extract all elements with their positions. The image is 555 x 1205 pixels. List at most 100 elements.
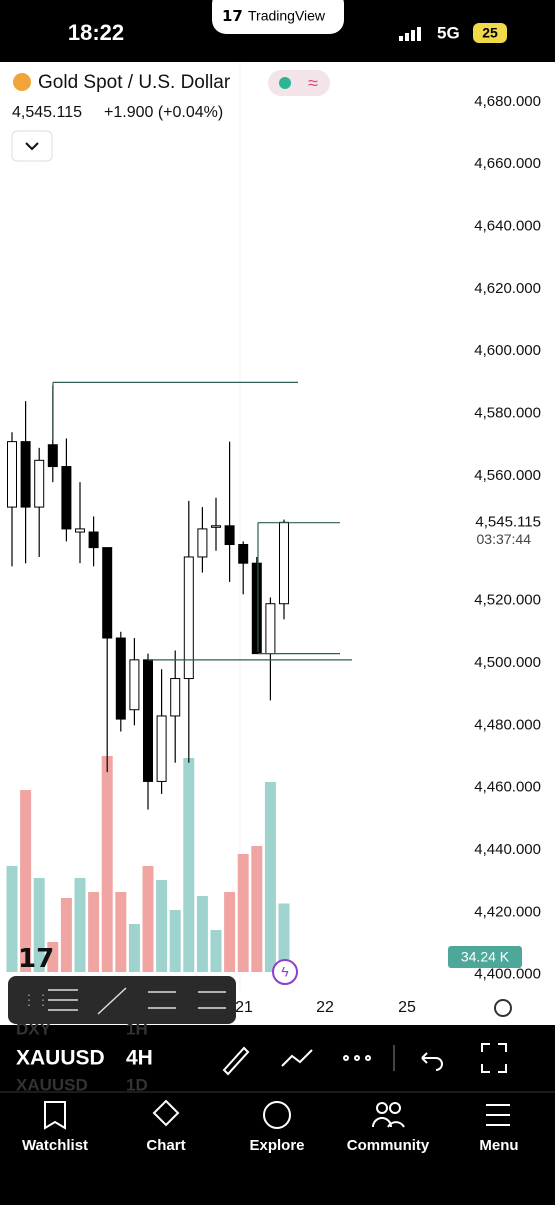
drawing-toolbar [8,976,236,1024]
volume-tag-label: 34.24 K [461,949,510,965]
price: 4,545.115 [12,104,82,121]
volume-bar [210,930,222,972]
volume-bar [128,924,140,972]
candle-body [47,444,58,468]
volume-bar [251,846,263,972]
volume-tag [448,946,522,968]
volume-bar [183,758,195,972]
brand-pill [212,0,344,34]
volume-bar [101,756,113,972]
nav-label[interactable]: Explore [249,1137,304,1154]
y-tick-label: 4,520.000 [474,592,541,609]
bolt: ϟ [281,964,289,980]
last-price-label: 4,545.115 [475,513,541,530]
wave-icon: ≈ [308,73,318,93]
candle-body [265,603,276,655]
candle-body [224,525,235,545]
x-tick-label: 25 [398,999,416,1016]
volume-bar [264,782,276,972]
plot [6,381,352,972]
candle-body [156,715,167,782]
candle-body [20,441,31,508]
settings-icon[interactable] [494,999,512,1017]
symbol-icon [13,73,31,91]
market-open [279,77,291,89]
hint-symbol: DXY [16,1019,52,1038]
candle-body [170,678,181,717]
network: 5G [437,23,460,42]
volume-bar [278,903,290,972]
volume-bar [60,898,72,972]
y-tick-label: 4,480.000 [474,716,541,733]
alert-icon[interactable] [272,959,298,985]
battery-level: 25 [482,25,498,41]
volume-bar [88,892,100,972]
candle-body [143,659,153,782]
volume-bar [6,866,18,972]
x-tick-label: 21 [235,999,253,1016]
symbol[interactable]: XAUUSD [16,1047,105,1070]
y-tick-label: 4,400.000 [474,966,541,983]
hint-interval: 1D [126,1075,148,1094]
candle-body [115,637,126,720]
volume-bar [115,892,127,972]
candle-body [279,521,289,605]
candle-body [211,525,221,528]
signal [399,27,421,41]
clock: 18:22 [68,20,124,45]
hint-symbol: XAUUSD [16,1075,88,1094]
toolbar [0,1025,555,1091]
interval[interactable]: 4H [126,1047,153,1070]
tv-logo: 𝟭𝟳 [18,943,54,973]
tv-glyph: 𝟭𝟳 [222,8,243,25]
candle-body [183,556,194,680]
brand: TradingView [248,8,326,24]
y-tick-label: 4,680.000 [474,93,541,110]
y-tick-label: 4,440.000 [474,841,541,858]
volume-bar [74,878,86,972]
candle-body [129,659,140,711]
nav-label[interactable]: Menu [479,1137,518,1154]
candle-body [75,528,85,533]
countdown: 03:37:44 [477,531,532,547]
nav-labels: Watchlist Chart Explore Community Menu [22,1137,519,1154]
y-tick-label: 4,500.000 [474,654,541,671]
hint-interval: 1H [126,1019,148,1038]
toolbar-icons [222,1043,507,1076]
y-tick-label: 4,620.000 [474,280,541,297]
y-tick-label: 4,640.000 [474,217,541,234]
drawing-tools [48,987,226,1015]
y-tick-label: 4,580.000 [474,405,541,422]
volume-bar [224,892,236,972]
nav-icons [44,1099,510,1130]
battery [473,23,507,43]
volume-bar [142,866,154,972]
y-tick-label: 4,600.000 [474,342,541,359]
grip: ⋮⋮ [22,992,50,1008]
chevron [25,142,39,151]
volume-bar [33,878,45,972]
candle-body [88,531,99,549]
candle-body [251,562,262,655]
status-pill [268,70,330,96]
candle-body [61,466,72,530]
volume-bar [20,790,32,972]
chart-title: Gold Spot / U.S. Dollar [38,72,231,93]
volume-bar [156,880,168,972]
nav-bar [0,1091,555,1200]
volume-bar [237,854,249,972]
change: +1.900 (+0.04%) [104,104,223,121]
volume-bar [47,942,59,972]
nav-label[interactable]: Chart [146,1137,185,1154]
candle-body [34,459,45,508]
collapse-button[interactable] [11,130,53,162]
nav-label[interactable]: Community [347,1137,430,1154]
candle-body [238,543,249,564]
candle-body [197,528,208,558]
candle-body [102,547,113,639]
volume-bar [196,896,208,972]
nav-label[interactable]: Watchlist [22,1137,88,1154]
y-tick-label: 4,420.000 [474,903,541,920]
